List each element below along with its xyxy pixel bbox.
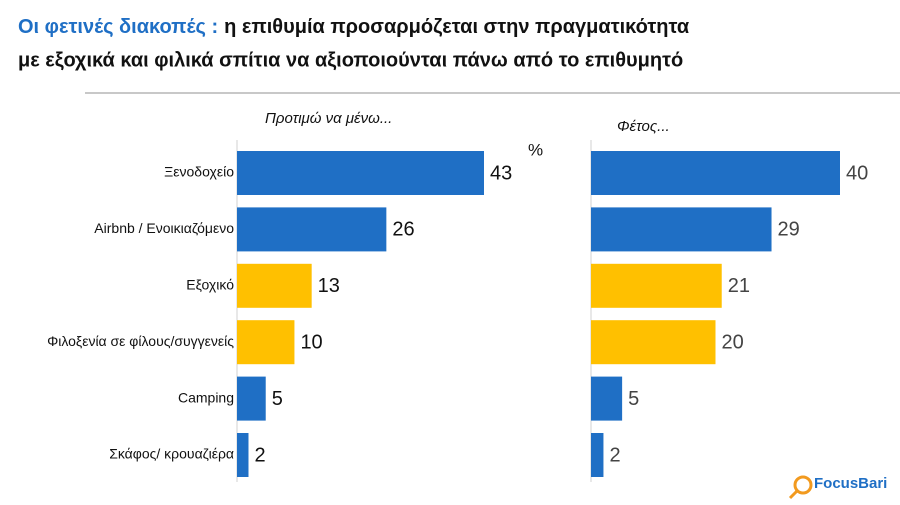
value-label: 10 xyxy=(300,331,322,353)
value-label: 26 xyxy=(392,219,414,241)
value-label: 43 xyxy=(490,162,512,184)
bar xyxy=(591,263,722,308)
value-label: 2 xyxy=(254,444,265,466)
value-label: 29 xyxy=(778,219,800,241)
title-highlight: Οι φετινές διακοπές : xyxy=(18,16,218,38)
panel-subtitle: Προτιμώ να μένω... xyxy=(265,110,392,127)
chart-title: Οι φετινές διακοπές : η επιθυμία προσαρμό… xyxy=(18,16,690,38)
category-label: Camping xyxy=(178,389,234,405)
bar xyxy=(237,207,387,252)
bar xyxy=(237,151,484,195)
category-label: Ξενοδοχείο xyxy=(164,164,234,180)
bar xyxy=(591,320,716,365)
logo: FocusBari xyxy=(788,475,887,500)
bar xyxy=(237,433,249,477)
bar xyxy=(591,151,840,195)
category-label: Εξοχικό xyxy=(186,277,234,293)
unit-label: % xyxy=(528,140,543,159)
category-label: Airbnb / Ενοικιαζόμενο xyxy=(94,220,234,236)
logo-icon xyxy=(788,489,799,500)
value-label: 21 xyxy=(728,275,750,297)
category-label: Σκάφος/ κρουαζιέρα xyxy=(109,446,234,462)
category-label: Φιλοξενία σε φίλους/συγγενείς xyxy=(47,333,234,349)
value-label: 20 xyxy=(722,331,744,353)
chart-title-line: με εξοχικά και φιλικά σπίτια να αξιοποιο… xyxy=(18,49,683,71)
bar xyxy=(591,433,604,477)
value-label: 5 xyxy=(628,388,639,410)
bar xyxy=(237,320,295,365)
value-label: 13 xyxy=(318,275,340,297)
panel-subtitle: Φέτος... xyxy=(617,118,670,135)
value-label: 40 xyxy=(846,162,868,184)
bar xyxy=(591,207,772,252)
bar xyxy=(237,263,312,308)
value-label: 2 xyxy=(609,444,620,466)
bar xyxy=(591,376,623,421)
logo-icon xyxy=(793,475,813,495)
bar xyxy=(237,376,266,421)
title-text: η επιθυμία προσαρμόζεται στην πραγματικό… xyxy=(224,16,690,38)
value-label: 5 xyxy=(272,388,283,410)
logo-text: FocusBari xyxy=(814,475,887,492)
